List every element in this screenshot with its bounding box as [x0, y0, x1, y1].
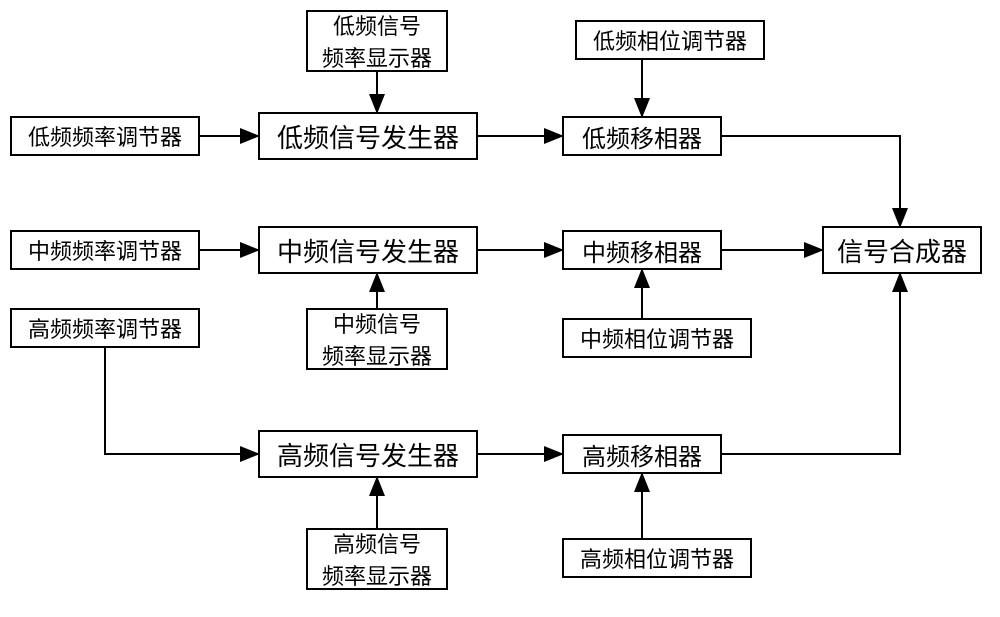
- node-lf-signal-gen: 低频信号发生器: [258, 112, 478, 160]
- node-label: 高频频率调节器: [28, 312, 182, 344]
- node-label: 低频信号发生器: [277, 118, 459, 155]
- node-hf-freq-adjuster: 高频频率调节器: [10, 308, 200, 348]
- node-label: 高频相位调节器: [580, 542, 734, 574]
- edge-lf_phase_shifter-to-signal_combiner: [722, 136, 900, 226]
- node-mf-signal-gen: 中频信号发生器: [258, 226, 478, 274]
- node-label: 中频移相器: [582, 233, 702, 268]
- node-hf-signal-gen: 高频信号发生器: [258, 430, 478, 478]
- node-signal-combiner: 信号合成器: [822, 226, 982, 274]
- edge-hf_freq_adjuster-to-hf_signal_gen: [105, 348, 258, 454]
- node-label: 高频信号发生器: [277, 436, 459, 473]
- node-hf-phase-shifter: 高频移相器: [562, 434, 722, 474]
- node-mf-phase-shifter: 中频移相器: [562, 230, 722, 270]
- node-hf-phase-adjuster: 高频相位调节器: [562, 538, 752, 578]
- node-label: 低频频率调节器: [28, 120, 182, 152]
- node-lf-freq-adjuster: 低频频率调节器: [10, 116, 200, 156]
- node-label: 中频频率调节器: [28, 234, 182, 266]
- node-label: 高频移相器: [582, 437, 702, 472]
- node-lf-phase-adjuster: 低频相位调节器: [575, 20, 765, 60]
- node-lf-freq-display: 低频信号 频率显示器: [306, 10, 448, 72]
- node-mf-freq-display: 中频信号 频率显示器: [306, 308, 448, 370]
- node-label: 信号合成器: [837, 232, 967, 269]
- node-lf-phase-shifter: 低频移相器: [562, 116, 722, 156]
- node-label: 低频信号 频率显示器: [322, 9, 432, 73]
- node-mf-freq-adjuster: 中频频率调节器: [10, 230, 200, 270]
- node-hf-freq-display: 高频信号 频率显示器: [306, 528, 448, 590]
- node-label: 低频移相器: [582, 119, 702, 154]
- node-label: 中频信号发生器: [277, 232, 459, 269]
- node-label: 中频相位调节器: [580, 322, 734, 354]
- node-label: 低频相位调节器: [593, 24, 747, 56]
- node-mf-phase-adjuster: 中频相位调节器: [562, 318, 752, 358]
- node-label: 中频信号 频率显示器: [322, 307, 432, 371]
- node-label: 高频信号 频率显示器: [322, 527, 432, 591]
- edge-hf_phase_shifter-to-signal_combiner: [722, 274, 900, 454]
